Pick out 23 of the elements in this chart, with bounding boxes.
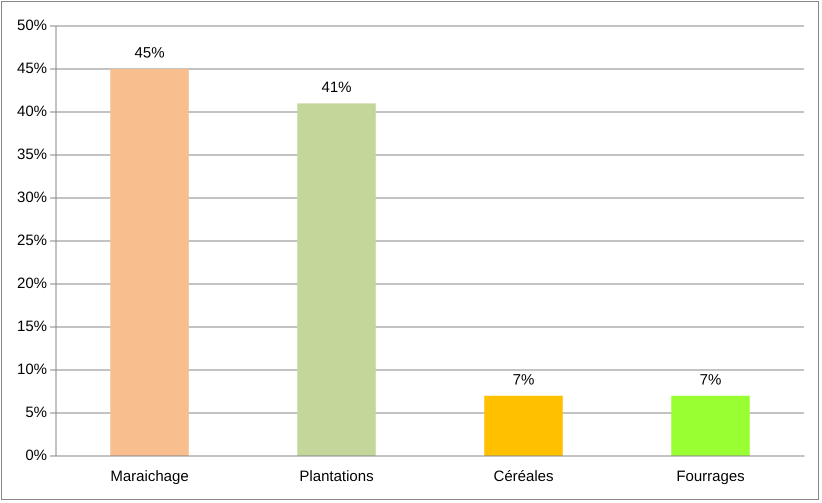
- x-tick-label: Céréales: [493, 468, 554, 486]
- y-tick-label: 45%: [16, 60, 48, 78]
- bar: [110, 69, 189, 456]
- bar: [484, 396, 563, 456]
- bar: [671, 396, 750, 456]
- data-label: 7%: [700, 371, 722, 388]
- data-label: 7%: [512, 371, 534, 388]
- y-tick-label: 15%: [16, 318, 48, 336]
- data-label: 41%: [322, 79, 352, 96]
- y-tick-label: 5%: [25, 404, 48, 422]
- y-tick-label: 25%: [16, 232, 48, 250]
- y-tick-label: 50%: [16, 17, 48, 34]
- bar: [297, 103, 376, 456]
- y-tick-label: 30%: [16, 189, 48, 206]
- x-tick-label: Maraichage: [110, 468, 189, 486]
- y-tick-label: 20%: [16, 275, 48, 292]
- y-tick-label: 10%: [16, 361, 48, 378]
- y-tick-label: 0%: [25, 447, 48, 464]
- data-label: 45%: [134, 44, 165, 62]
- x-tick-label: Plantations: [299, 468, 374, 486]
- y-tick-label: 35%: [16, 146, 48, 164]
- x-tick-label: Fourrages: [676, 468, 745, 486]
- y-tick-label: 40%: [16, 103, 48, 120]
